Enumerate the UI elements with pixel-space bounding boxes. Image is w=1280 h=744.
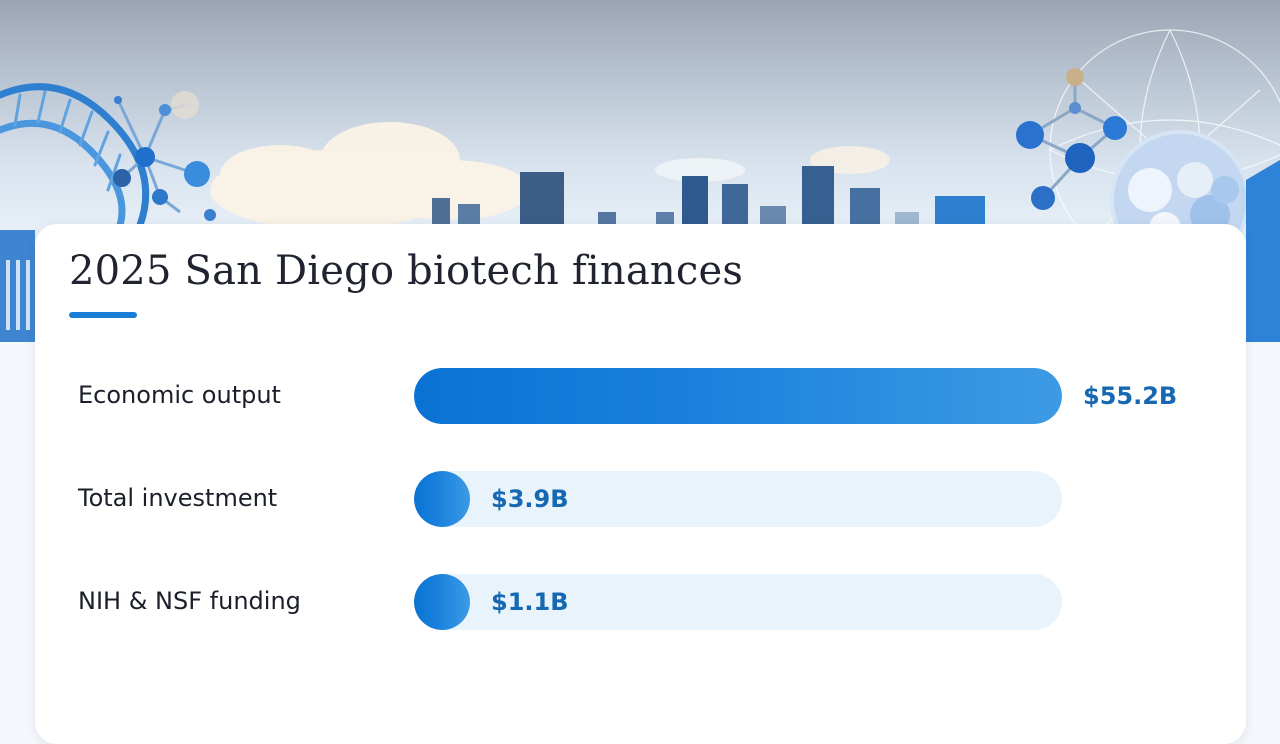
bar-total-investment [414, 471, 470, 527]
bar-nih-nsf-funding [414, 574, 470, 630]
lab-equipment-icon [0, 230, 35, 342]
molecule-icon [1016, 68, 1127, 210]
category-label-nih-nsf-funding: NIH & NSF funding [78, 587, 301, 615]
clouds [210, 122, 890, 230]
chart-title: 2025 San Diego biotech finances [69, 248, 744, 294]
value-label-economic-output: $55.2B [1083, 382, 1178, 410]
value-label-nih-nsf-funding: $1.1B [491, 588, 569, 616]
bar-track-nih-nsf-funding [414, 574, 1062, 630]
bar-economic-output [414, 368, 1062, 424]
dna-helix-icon [0, 83, 150, 229]
value-label-total-investment: $3.9B [491, 485, 569, 513]
molecule-icon [113, 91, 216, 221]
category-label-total-investment: Total investment [78, 484, 278, 512]
category-label-economic-output: Economic output [78, 381, 281, 409]
bar-track-economic-output [414, 368, 1062, 424]
title-underline [69, 312, 137, 318]
bar-track-total-investment [414, 471, 1062, 527]
accent-panel [1246, 160, 1280, 342]
